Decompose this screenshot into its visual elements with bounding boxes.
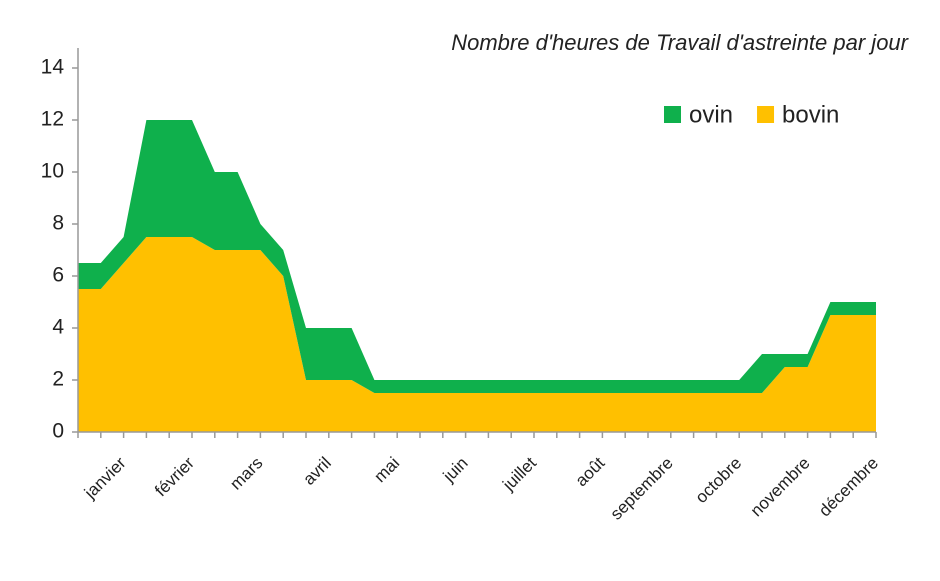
y-tick-label: 6 xyxy=(52,264,64,287)
y-tick-label: 4 xyxy=(52,316,64,339)
area xyxy=(78,237,876,432)
x-tick-label: janvier xyxy=(80,453,130,503)
x-tick-label: mai xyxy=(370,453,403,486)
y-tick-label: 10 xyxy=(41,160,64,183)
x-tick-label: avril xyxy=(299,453,334,488)
y-tick-label: 0 xyxy=(52,420,64,443)
legend-swatch xyxy=(757,106,775,123)
x-tick-label: novembre xyxy=(747,453,814,520)
x-tick-label: février xyxy=(151,453,198,500)
x-tick-label: octobre xyxy=(692,453,746,507)
x-tick-label: mars xyxy=(226,453,266,493)
chart-title: Nombre d'heures de Travail d'astreinte p… xyxy=(451,30,909,55)
legend-swatch xyxy=(664,106,681,123)
x-tick-label: août xyxy=(572,453,609,490)
x-tick-label: septembre xyxy=(607,453,677,523)
y-tick-label: 8 xyxy=(52,212,64,235)
legend-label: bovin xyxy=(782,101,839,128)
x-tick-label: juin xyxy=(439,453,472,486)
y-tick-label: 14 xyxy=(41,56,65,79)
x-tick-label: décembre xyxy=(815,453,882,520)
y-tick-label: 12 xyxy=(41,108,64,131)
y-tick-label: 2 xyxy=(52,368,64,391)
area xyxy=(78,120,876,393)
legend-label: ovin xyxy=(689,101,733,128)
x-tick-label: juillet xyxy=(498,453,540,495)
